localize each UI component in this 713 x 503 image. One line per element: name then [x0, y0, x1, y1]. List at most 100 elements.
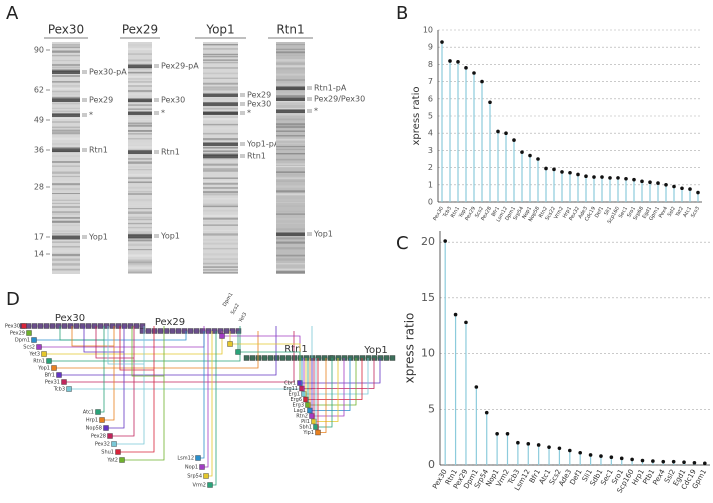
gel-band: [276, 250, 305, 253]
gel-band: [128, 271, 152, 273]
node-label: Tcb3: [53, 387, 65, 393]
edge: [237, 331, 301, 358]
node: [303, 396, 309, 403]
node: [43, 323, 50, 329]
gel-band-strong: [203, 142, 238, 146]
gel-band: [128, 165, 152, 168]
gel-band: [128, 259, 152, 262]
node: [46, 358, 52, 364]
x-tick-label: Nop1: [521, 206, 533, 220]
node: [249, 355, 256, 361]
edge: [106, 326, 125, 429]
band-label: Yop1-pA: [246, 140, 280, 149]
node-label: Rtn1: [33, 359, 45, 365]
dot: [484, 410, 489, 415]
gel-band: [276, 190, 305, 193]
node: [109, 323, 116, 329]
gel-band-strong: [203, 154, 238, 158]
dot: [528, 153, 532, 158]
node-label: Nop58: [86, 426, 102, 432]
node: [321, 355, 328, 361]
node: [199, 464, 205, 470]
node: [377, 355, 384, 361]
gel-band: [128, 202, 152, 205]
gel-band: [128, 93, 152, 96]
edge: [110, 326, 135, 437]
dot: [516, 440, 520, 445]
gel-band: [52, 206, 80, 208]
gel-band: [52, 63, 80, 66]
node: [145, 328, 152, 334]
node: [31, 323, 38, 329]
gel-band: [128, 263, 152, 266]
gel-band: [276, 48, 305, 50]
gel-band: [128, 254, 152, 257]
gel-band: [128, 62, 152, 66]
node: [37, 323, 44, 329]
gel-band: [203, 157, 238, 160]
hub-label: Rtn1: [284, 344, 308, 355]
gel-band: [276, 158, 305, 161]
gel-band: [128, 161, 152, 164]
dot: [440, 40, 444, 44]
gel-band: [128, 190, 152, 193]
node: [85, 323, 92, 329]
edge: [312, 358, 345, 417]
gel-band: [52, 126, 80, 129]
dot: [557, 446, 562, 451]
node: [127, 323, 134, 329]
gel-band: [203, 180, 238, 182]
node: [26, 330, 32, 336]
gel-band: [203, 127, 238, 130]
gel-band: [276, 44, 305, 46]
gel-band: [128, 83, 152, 85]
gel-band: [276, 130, 305, 132]
gel-band: [276, 83, 305, 86]
y-tick-label: 9: [428, 43, 433, 52]
band-label: Rtn1: [161, 148, 180, 157]
gel-band: [52, 117, 80, 119]
gel-band: [128, 78, 152, 80]
node: [121, 323, 128, 329]
dot: [505, 432, 510, 436]
gel-band: [128, 124, 152, 127]
y-axis-label: xpress ratio: [411, 87, 422, 146]
gel-band-strong: [128, 111, 152, 115]
node: [199, 328, 206, 334]
y-tick-label: 7: [428, 77, 433, 86]
dot: [526, 442, 531, 446]
x-tick-label: Ade3: [577, 206, 589, 220]
edge: [306, 358, 363, 400]
band-label: Pex30: [161, 96, 185, 105]
node: [55, 323, 62, 329]
band-label: Yop1: [88, 233, 108, 242]
node: [227, 341, 233, 347]
dot: [616, 176, 620, 180]
gel-band: [203, 214, 238, 218]
gel-band-strong: [276, 109, 305, 113]
gel-band: [52, 175, 80, 178]
x-tick-label: Bfr1: [491, 206, 501, 218]
node: [307, 407, 313, 414]
node: [107, 433, 113, 439]
dot: [656, 181, 660, 185]
gel-band: [52, 143, 80, 145]
dot: [592, 175, 596, 179]
gel-band: [52, 66, 80, 69]
gel-band: [52, 233, 80, 235]
node: [291, 355, 298, 361]
node: [261, 355, 268, 361]
node: [285, 355, 292, 361]
node: [273, 355, 280, 361]
gel-band: [203, 187, 238, 189]
y-axis-label: xpress ratio: [403, 313, 417, 384]
node: [255, 355, 262, 361]
gel-band-strong: [52, 235, 80, 239]
gel-band: [128, 108, 152, 110]
gel-band: [128, 118, 152, 121]
node: [219, 333, 225, 339]
gel-band: [276, 73, 305, 76]
node: [97, 323, 104, 329]
gel-band: [276, 51, 305, 54]
